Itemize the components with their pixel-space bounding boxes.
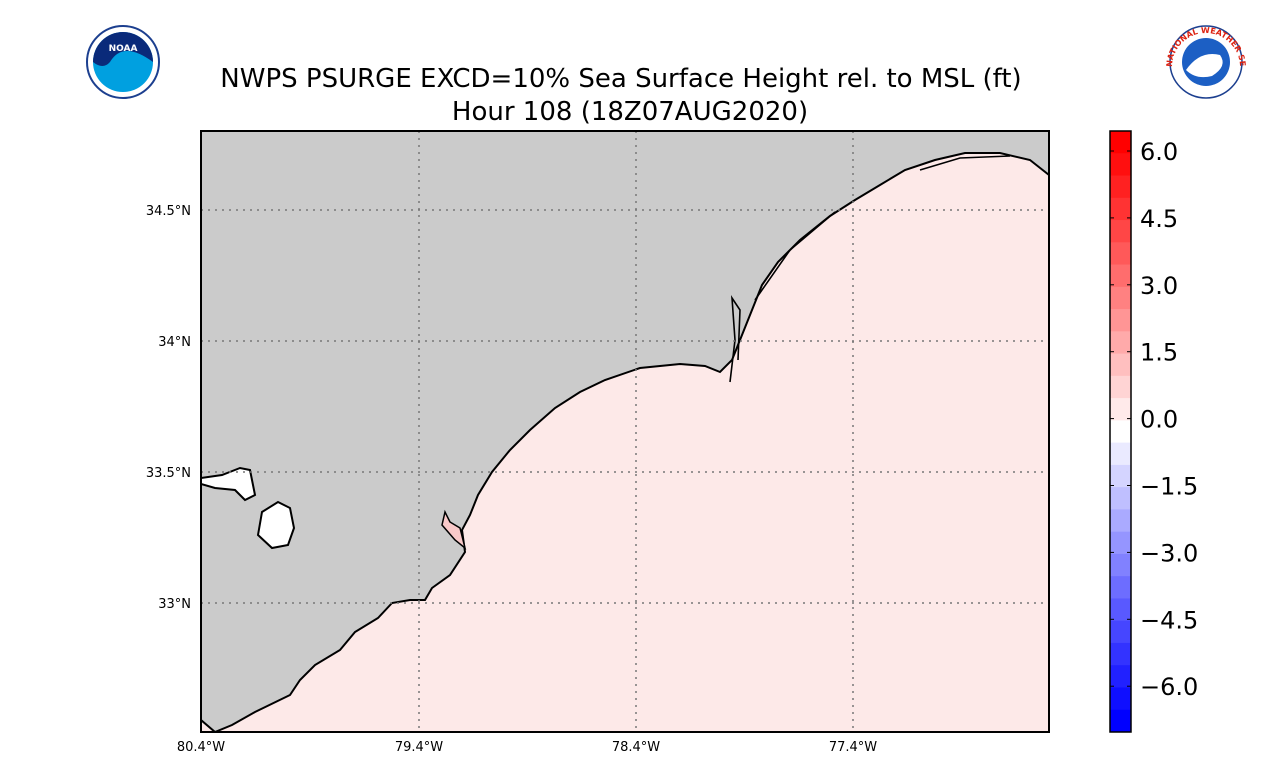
colorbar-band	[1110, 131, 1131, 154]
colorbar-band	[1110, 309, 1131, 332]
colorbar-band	[1110, 509, 1131, 533]
colorbar-band	[1110, 665, 1131, 688]
lat-label: 34°N	[158, 335, 191, 350]
map-frame	[200, 130, 1050, 733]
lon-label: 79.4°W	[395, 740, 443, 755]
colorbar-label: 1.5	[1140, 339, 1178, 367]
nws-text-path: NATIONAL WEATHER SERVICE	[0, 0, 1247, 67]
colorbar-band	[1110, 353, 1131, 377]
colorbar-band	[1110, 620, 1131, 644]
subtitle: Hour 108 (18Z07AUG2020)	[452, 97, 808, 127]
lake	[256, 500, 296, 550]
colorbar-band	[1110, 553, 1131, 577]
lat-label: 33°N	[158, 597, 191, 612]
barrier-island	[729, 155, 1011, 383]
colorbar-band	[1110, 642, 1131, 666]
colorbar-band	[1110, 420, 1131, 444]
noaa-text: NOAA	[109, 44, 138, 54]
colorbar-band	[1110, 487, 1131, 510]
lon-label: 78.4°W	[612, 740, 660, 755]
colorbar-band	[1110, 375, 1131, 399]
colorbar-label: −3.0	[1140, 539, 1198, 567]
map	[201, 131, 1049, 732]
inlet	[441, 509, 467, 550]
colorbar-band	[1110, 153, 1131, 177]
graticule	[201, 131, 1049, 732]
colorbar-band	[1110, 175, 1131, 199]
colorbar-band	[1110, 709, 1131, 733]
colorbar-band	[1110, 598, 1131, 622]
colorbar	[1110, 131, 1131, 733]
colorbar-band	[1110, 442, 1131, 466]
land	[201, 131, 1049, 732]
colorbar-band	[1110, 464, 1131, 488]
colorbar-band	[1110, 331, 1131, 355]
colorbar-band	[1110, 197, 1131, 221]
colorbar-band	[1110, 242, 1131, 266]
colorbar-band	[1110, 286, 1131, 310]
lat-label: 33.5°N	[146, 466, 191, 481]
title: NWPS PSURGE EXCD=10% Sea Surface Height …	[220, 64, 1021, 94]
colorbar-label: −4.5	[1140, 606, 1198, 634]
colorbar-label: 6.0	[1140, 138, 1178, 166]
colorbar-band	[1110, 220, 1131, 243]
lat-label: 34.5°N	[146, 204, 191, 219]
colorbar-band	[1110, 687, 1131, 711]
colorbar-label: 3.0	[1140, 272, 1178, 300]
noaa-logo: NOAA	[86, 25, 160, 99]
nws-text: NATIONAL WEATHER SERVICE	[0, 0, 1247, 67]
colorbar-label: 4.5	[1140, 205, 1178, 233]
colorbar-label: −1.5	[1140, 473, 1198, 501]
lon-label: 77.4°W	[829, 740, 877, 755]
lon-label: 80.4°W	[177, 740, 225, 755]
colorbar-label: 0.0	[1140, 406, 1178, 434]
colorbar-band	[1110, 398, 1131, 421]
colorbar-frame	[1109, 130, 1132, 733]
colorbar-band	[1110, 576, 1131, 599]
colorbar-band	[1110, 531, 1131, 555]
colorbar-band	[1110, 264, 1131, 288]
colorbar-label: −6.0	[1140, 673, 1198, 701]
